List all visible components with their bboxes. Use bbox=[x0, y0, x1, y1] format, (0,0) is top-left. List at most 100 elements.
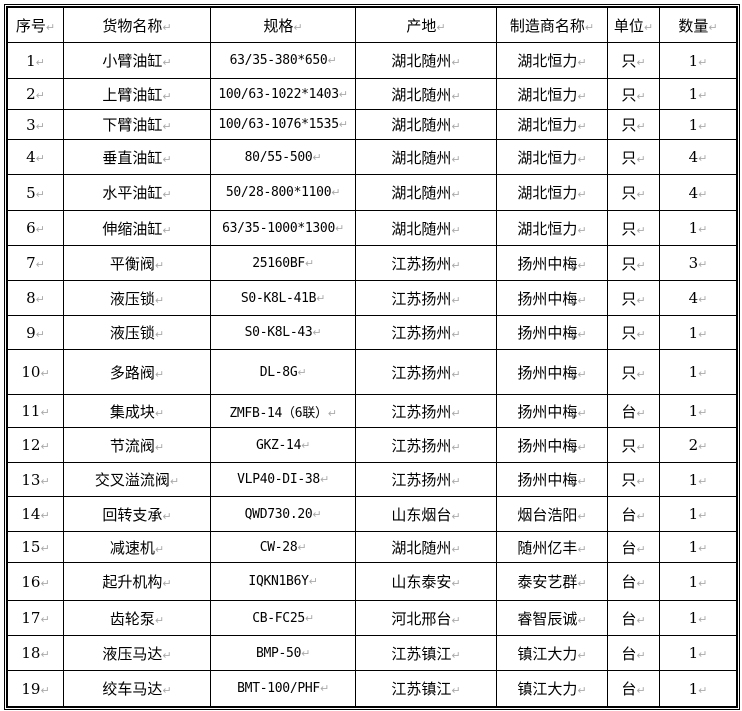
paragraph-mark-icon: ↵ bbox=[304, 256, 314, 270]
paragraph-mark-icon: ↵ bbox=[162, 89, 172, 103]
spec-text: BMT-100/PHF bbox=[237, 681, 320, 696]
paragraph-mark-icon: ↵ bbox=[35, 293, 45, 306]
cell-manufacturer: 湖北恒力↵ bbox=[496, 42, 608, 79]
unit-text: 只 bbox=[621, 116, 637, 134]
spec-text: 50/28-800*1100 bbox=[225, 185, 332, 200]
paragraph-mark-icon: ↵ bbox=[577, 89, 587, 103]
cell-unit: 台↵ bbox=[607, 496, 660, 532]
cell-unit: 只↵ bbox=[607, 315, 660, 350]
paragraph-mark-icon: ↵ bbox=[636, 648, 646, 662]
cell-quantity: 1↵ bbox=[659, 210, 737, 246]
goods-name-text: 减速机 bbox=[109, 538, 155, 557]
paragraph-mark-icon: ↵ bbox=[698, 576, 708, 590]
spec-text: 25160BF bbox=[252, 255, 305, 271]
cell-goods-name: 齿轮泵↵ bbox=[63, 600, 211, 636]
paragraph-mark-icon: ↵ bbox=[154, 440, 165, 454]
paragraph-mark-icon: ↵ bbox=[451, 56, 461, 69]
cell-manufacturer: 扬州中梅↵ bbox=[496, 427, 608, 463]
cell-spec: S0-K8L-41B↵ bbox=[210, 280, 356, 316]
cell-serial-no: 17↵ bbox=[7, 600, 64, 636]
manufacturer-text: 泰安艺群 bbox=[517, 573, 578, 591]
goods-name-text: 小臂油缸 bbox=[102, 52, 163, 70]
spec-text: IQKN1B6Y bbox=[248, 574, 309, 589]
cell-goods-name: 小臂油缸↵ bbox=[63, 42, 211, 79]
serial-no-text: 17 bbox=[21, 609, 41, 627]
paragraph-mark-icon: ↵ bbox=[577, 406, 587, 420]
quantity-text: 4 bbox=[688, 289, 699, 307]
paragraph-mark-icon: ↵ bbox=[636, 120, 646, 133]
paragraph-mark-icon: ↵ bbox=[577, 684, 587, 697]
goods-name-text: 下臂油缸 bbox=[102, 116, 163, 134]
cell-origin: 江苏扬州↵ bbox=[355, 394, 497, 428]
cell-unit: 台↵ bbox=[607, 670, 660, 707]
table-row: 18↵ 液压马达↵ BMP-50↵ 江苏镇江↵ 镇江大力↵ 台↵ 1↵ bbox=[7, 635, 737, 671]
cell-origin: 江苏镇江↵ bbox=[355, 670, 497, 707]
unit-text: 台 bbox=[621, 609, 637, 628]
cell-quantity: 1↵ bbox=[659, 42, 737, 79]
cell-spec: 100/63-1022*1403↵ bbox=[210, 78, 356, 110]
cell-origin: 江苏扬州↵ bbox=[355, 462, 497, 497]
serial-no-text: 12 bbox=[21, 436, 41, 454]
paragraph-mark-icon: ↵ bbox=[698, 119, 708, 133]
paragraph-mark-icon: ↵ bbox=[451, 293, 461, 307]
cell-origin: 江苏扬州↵ bbox=[355, 245, 497, 281]
paragraph-mark-icon: ↵ bbox=[40, 367, 50, 380]
spec-text: GKZ-14 bbox=[255, 437, 302, 453]
paragraph-mark-icon: ↵ bbox=[154, 258, 165, 272]
header-spec: 规格↵ bbox=[210, 7, 356, 43]
serial-no-text: 8 bbox=[26, 289, 36, 307]
manufacturer-text: 扬州中梅 bbox=[517, 254, 578, 273]
paragraph-mark-icon: ↵ bbox=[162, 509, 172, 523]
cell-unit: 只↵ bbox=[607, 462, 660, 497]
origin-text: 山东烟台 bbox=[391, 505, 452, 524]
cell-goods-name: 减速机↵ bbox=[63, 531, 211, 563]
paragraph-mark-icon: ↵ bbox=[451, 440, 461, 454]
paragraph-mark-icon: ↵ bbox=[35, 327, 45, 341]
quantity-text: 1 bbox=[688, 470, 699, 489]
spec-text: QWD730.20 bbox=[244, 506, 313, 522]
paragraph-mark-icon: ↵ bbox=[40, 406, 50, 419]
paragraph-mark-icon: ↵ bbox=[577, 475, 587, 488]
unit-text: 只 bbox=[621, 471, 637, 489]
unit-text: 台 bbox=[621, 402, 637, 421]
paragraph-mark-icon: ↵ bbox=[698, 89, 708, 102]
cell-serial-no: 3↵ bbox=[7, 109, 64, 140]
serial-no-text: 4 bbox=[26, 148, 36, 166]
paragraph-mark-icon: ↵ bbox=[162, 20, 172, 34]
cell-manufacturer: 扬州中梅↵ bbox=[496, 349, 608, 395]
origin-text: 湖北随州 bbox=[391, 184, 452, 202]
cell-quantity: 1↵ bbox=[659, 562, 737, 601]
serial-no-text: 3 bbox=[26, 115, 36, 134]
paragraph-mark-icon: ↵ bbox=[451, 258, 461, 272]
unit-text: 只 bbox=[621, 289, 637, 308]
paragraph-mark-icon: ↵ bbox=[297, 540, 307, 554]
cell-goods-name: 起升机构↵ bbox=[63, 562, 211, 601]
paragraph-mark-icon: ↵ bbox=[40, 613, 50, 626]
paragraph-mark-icon: ↵ bbox=[636, 258, 646, 272]
header-manufacturer: 制造商名称↵ bbox=[496, 7, 608, 43]
origin-text: 湖北随州 bbox=[391, 219, 452, 238]
cell-unit: 台↵ bbox=[607, 635, 660, 671]
serial-no-text: 9 bbox=[26, 323, 36, 342]
paragraph-mark-icon: ↵ bbox=[636, 367, 646, 381]
header-row: 序号↵ 货物名称↵ 规格↵ 产地↵ 制造商名称↵ 单位↵ 数量↵ bbox=[7, 7, 737, 43]
cell-quantity: 1↵ bbox=[659, 315, 737, 350]
cell-goods-name: 集成块↵ bbox=[63, 394, 211, 428]
origin-text: 江苏扬州 bbox=[391, 254, 452, 273]
cell-serial-no: 9↵ bbox=[7, 315, 64, 350]
paragraph-mark-icon: ↵ bbox=[577, 648, 587, 662]
serial-no-text: 7 bbox=[26, 254, 36, 272]
cell-spec: BMP-50↵ bbox=[210, 635, 356, 671]
unit-text: 台 bbox=[621, 573, 637, 591]
quantity-text: 3 bbox=[688, 254, 699, 272]
paragraph-mark-icon: ↵ bbox=[162, 188, 172, 201]
cell-origin: 江苏扬州↵ bbox=[355, 315, 497, 350]
cell-spec: S0-K8L-43↵ bbox=[210, 315, 356, 350]
paragraph-mark-icon: ↵ bbox=[40, 648, 50, 661]
serial-no-text: 16 bbox=[21, 572, 41, 591]
cell-origin: 江苏扬州↵ bbox=[355, 349, 497, 395]
goods-table: 序号↵ 货物名称↵ 规格↵ 产地↵ 制造商名称↵ 单位↵ 数量↵ 1↵ 小臂油缸↵ 63/35-3… bbox=[7, 7, 737, 707]
goods-name-text: 上臂油缸 bbox=[102, 85, 163, 104]
cell-unit: 只↵ bbox=[607, 139, 660, 175]
cell-goods-name: 液压锁↵ bbox=[63, 315, 211, 350]
